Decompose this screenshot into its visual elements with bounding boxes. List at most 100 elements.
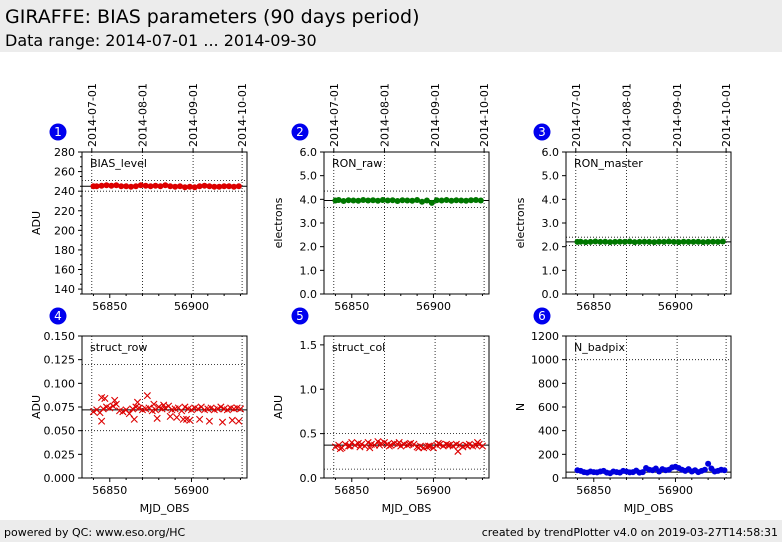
data-point xyxy=(464,442,472,450)
data-point xyxy=(690,238,697,245)
data-point xyxy=(370,197,377,204)
data-point xyxy=(157,183,164,190)
data-point xyxy=(106,404,114,412)
data-point xyxy=(221,183,228,190)
y-tick-label: 1000 xyxy=(531,354,559,367)
y-tick-label: 180 xyxy=(54,244,75,257)
data-point xyxy=(705,238,712,245)
data-point xyxy=(223,406,231,414)
data-point xyxy=(111,396,119,404)
footer-bar: powered by QC: www.eso.org/HC created by… xyxy=(0,520,782,542)
data-point xyxy=(438,197,445,204)
y-tick-label: 280 xyxy=(54,146,75,159)
data-point xyxy=(424,442,433,450)
x-axis-label: MJD_OBS xyxy=(382,502,432,515)
data-point xyxy=(395,438,403,447)
data-point xyxy=(394,197,401,204)
plot-frame xyxy=(323,335,490,479)
y-tick-label: 0.150 xyxy=(44,330,76,343)
data-point xyxy=(150,400,158,408)
data-point xyxy=(444,441,452,449)
data-point xyxy=(125,410,133,418)
data-point xyxy=(719,238,726,245)
y-tick-label: 6.0 xyxy=(542,146,560,159)
y-tick-label: 0.000 xyxy=(44,472,76,485)
top-date-tick-label: 2014-07-01 xyxy=(328,83,341,147)
data-point xyxy=(385,442,393,450)
data-point xyxy=(103,182,110,189)
y-tick-label: 0.025 xyxy=(44,448,76,461)
x-tick-label: 56900 xyxy=(174,484,209,497)
chart-panel-6: 6 0 200 400 600 800 1000 1200 56850 56900 N_badpix… xyxy=(514,307,732,515)
data-point xyxy=(636,238,643,245)
y-axis-label: electrons xyxy=(514,197,527,248)
y-tick-label: 2.0 xyxy=(300,241,318,254)
data-point xyxy=(665,238,672,245)
data-point xyxy=(463,197,470,204)
data-point xyxy=(211,183,218,190)
x-tick-label: 56850 xyxy=(334,300,369,313)
top-date-tick-label: 2014-09-01 xyxy=(187,83,200,147)
panel-parameter-label: RON_raw xyxy=(332,157,382,170)
data-point xyxy=(162,182,169,189)
y-tick-label: 0.0 xyxy=(300,288,318,301)
data-point xyxy=(99,405,107,413)
chart-panel-5: 5 0.0 0.5 1.0 1.5 56850 56900 struct_col ADU MJD_… xyxy=(272,307,490,515)
panel-parameter-label: N_badpix xyxy=(574,341,625,354)
data-point xyxy=(721,467,728,474)
data-point xyxy=(661,238,668,245)
data-point xyxy=(98,417,106,425)
data-point xyxy=(350,197,357,204)
x-tick-label: 56850 xyxy=(92,300,127,313)
data-point xyxy=(182,415,191,423)
page-title: GIRAFFE: BIAS parameters (90 days period… xyxy=(5,6,420,28)
data-point xyxy=(597,238,604,245)
chart-panel-1: 1 2014-07-01 2014-08-01 2014-09-01 2014-10-0… xyxy=(30,83,249,313)
x-tick-label: 56900 xyxy=(658,300,693,313)
data-point xyxy=(434,439,442,447)
y-tick-label: 240 xyxy=(54,185,75,198)
top-date-tick-label: 2014-07-01 xyxy=(86,83,99,147)
panel-number-badge xyxy=(291,123,309,141)
y-tick-label: 3.0 xyxy=(542,217,560,230)
x-axis-label: MJD_OBS xyxy=(140,502,190,515)
chart-panel-4: 4 0.000 0.025 0.050 0.075 0.100 0.125 0.150 5685… xyxy=(30,307,248,515)
data-point xyxy=(179,415,187,423)
top-date-tick-label: 2014-09-01 xyxy=(671,83,684,147)
data-point xyxy=(582,239,589,246)
x-tick-label: 56850 xyxy=(576,484,611,497)
data-point xyxy=(641,238,648,245)
y-tick-label: 0.0 xyxy=(300,472,318,485)
data-point xyxy=(186,183,193,190)
data-point xyxy=(714,238,721,245)
panel-number-label: 4 xyxy=(54,309,62,323)
y-axis-label: ADU xyxy=(30,395,43,419)
chart-panel-3: 3 2014-07-01 2014-08-01 2014-09-01 2014-10-0… xyxy=(514,83,733,313)
data-point xyxy=(616,238,623,245)
top-date-tick-label: 2014-08-01 xyxy=(378,83,391,147)
panel-number-label: 1 xyxy=(54,125,62,139)
plot-frame xyxy=(565,335,732,479)
data-point xyxy=(230,183,237,190)
data-point xyxy=(108,182,115,189)
panel-parameter-label: BIAS_level xyxy=(90,157,147,170)
x-tick-label: 56900 xyxy=(658,484,693,497)
data-point xyxy=(93,183,100,190)
data-point xyxy=(639,469,646,476)
data-point xyxy=(472,197,479,204)
panel-number-label: 3 xyxy=(538,125,546,139)
data-point xyxy=(155,403,163,411)
header-bar: GIRAFFE: BIAS parameters (90 days period… xyxy=(0,0,782,52)
y-tick-label: 140 xyxy=(54,283,75,296)
data-point xyxy=(621,238,628,245)
data-point xyxy=(89,408,98,416)
data-point xyxy=(468,197,475,204)
data-point xyxy=(404,197,411,204)
data-point xyxy=(374,197,381,204)
data-point xyxy=(153,414,161,422)
data-point xyxy=(428,199,435,206)
y-tick-label: 1.0 xyxy=(300,264,318,277)
x-tick-label: 56900 xyxy=(174,300,209,313)
data-point xyxy=(360,197,367,204)
